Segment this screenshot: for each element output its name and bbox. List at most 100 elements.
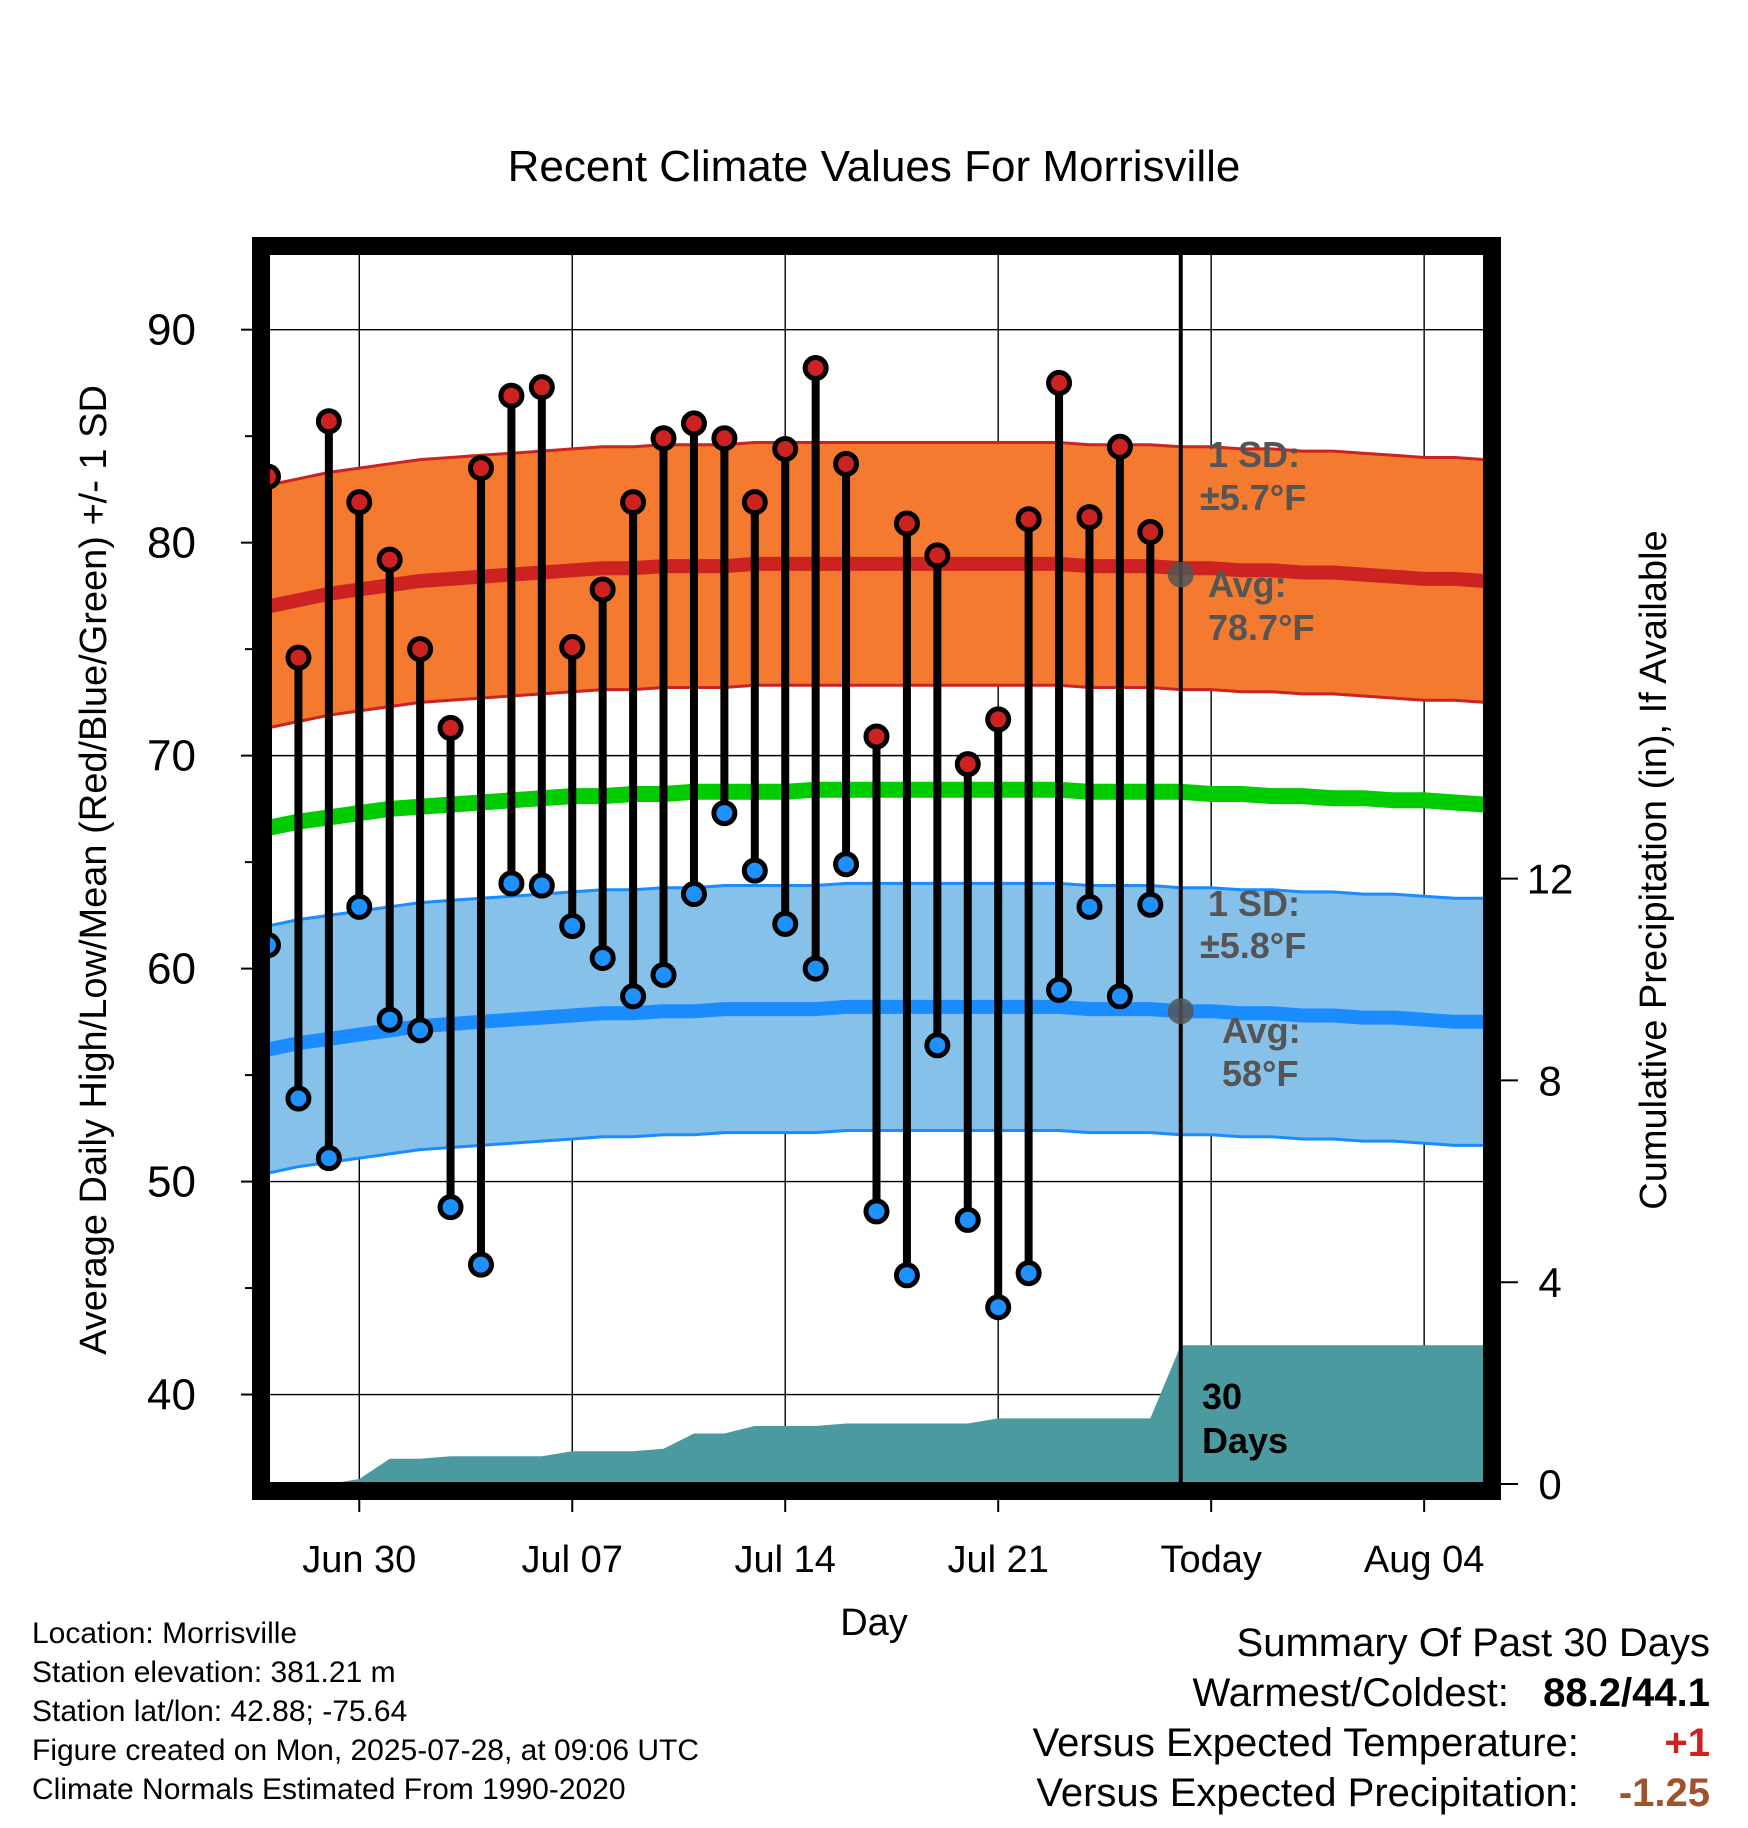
y-axis-label: Average Daily High/Low/Mean (Red/Blue/Gr… bbox=[73, 385, 115, 1355]
daily-low-point bbox=[924, 1032, 951, 1059]
normals-text: Climate Normals Estimated From 1990-2020 bbox=[32, 1773, 626, 1806]
y-tick-label: 50 bbox=[147, 1158, 196, 1207]
summary-panel: Summary Of Past 30 Days Warmest/Coldest:… bbox=[1033, 1618, 1710, 1818]
y2-tick-label: 4 bbox=[1538, 1259, 1561, 1306]
precip-value: -1.25 bbox=[1618, 1771, 1710, 1815]
daily-high-point bbox=[467, 455, 494, 482]
low-sd-title: 1 SD: bbox=[1208, 883, 1300, 924]
daily-high-point bbox=[1106, 433, 1133, 460]
y-tick-label: 40 bbox=[147, 1371, 196, 1420]
daily-low-point bbox=[285, 1085, 312, 1112]
summary-warm-cold: Warmest/Coldest: 88.2/44.1 bbox=[1033, 1668, 1711, 1718]
y2-tick-label: 0 bbox=[1538, 1461, 1561, 1508]
daily-low-point bbox=[467, 1251, 494, 1278]
axes: 40 50 60 70 80 90 0 4 8 12 Jun 30 Jul 07 Jul 14 Jul 2… bbox=[147, 237, 1574, 1581]
daily-high-point bbox=[863, 723, 890, 750]
chart-title: Recent Climate Values For Morrisville bbox=[508, 142, 1241, 191]
daily-low-point bbox=[376, 1006, 403, 1033]
daily-low-point bbox=[985, 1294, 1012, 1321]
daily-high-point bbox=[1046, 369, 1073, 396]
high-sd-upper bbox=[267, 441, 1486, 487]
daily-low-point bbox=[346, 893, 373, 920]
daily-low-point bbox=[407, 1017, 434, 1044]
daily-high-point bbox=[437, 714, 464, 741]
daily-low-point bbox=[711, 800, 738, 827]
window-unit: Days bbox=[1202, 1420, 1288, 1461]
daily-low-point bbox=[893, 1262, 920, 1289]
daily-low-point bbox=[589, 944, 616, 971]
x-tick-label: Aug 04 bbox=[1364, 1539, 1484, 1581]
daily-low-point bbox=[437, 1194, 464, 1221]
high-avg-title: Avg: bbox=[1208, 564, 1287, 605]
daily-high-point bbox=[711, 425, 738, 452]
daily-high-point bbox=[528, 374, 555, 401]
daily-high-point bbox=[954, 751, 981, 778]
station-info: Location: Morrisville Station elevation:… bbox=[32, 1614, 699, 1809]
daily-high-point bbox=[589, 576, 616, 603]
precip-label: Versus Expected Precipitation: bbox=[1036, 1771, 1579, 1815]
daily-high-point bbox=[315, 408, 342, 435]
daily-low-point bbox=[528, 872, 555, 899]
summary-temp: Versus Expected Temperature: +1 bbox=[1033, 1718, 1710, 1768]
daily-high-point bbox=[559, 634, 586, 661]
y-tick-label: 70 bbox=[147, 732, 196, 781]
daily-high-point bbox=[802, 355, 829, 382]
daily-low-point bbox=[650, 961, 677, 988]
daily-high-point bbox=[650, 425, 677, 452]
today-low-avg-marker bbox=[1167, 998, 1194, 1025]
daily-high-point bbox=[1137, 518, 1164, 545]
daily-low-point bbox=[1015, 1260, 1042, 1287]
daily-high-point bbox=[498, 382, 525, 409]
summary-precip: Versus Expected Precipitation: -1.25 bbox=[1033, 1768, 1710, 1818]
x-tick-label: Jul 14 bbox=[735, 1539, 836, 1581]
low-avg-value: 58°F bbox=[1222, 1053, 1298, 1094]
daily-low-point bbox=[741, 857, 768, 884]
daily-low-point bbox=[802, 955, 829, 982]
y2-tick-label: 8 bbox=[1538, 1057, 1561, 1104]
high-average-line bbox=[266, 556, 1486, 614]
low-avg-title: Avg: bbox=[1222, 1010, 1301, 1051]
daily-low-point bbox=[620, 983, 647, 1010]
daily-high-point bbox=[376, 546, 403, 573]
warm-cold-value: 88.2/44.1 bbox=[1543, 1671, 1710, 1715]
daily-low-point bbox=[498, 870, 525, 897]
high-sd-title: 1 SD: bbox=[1208, 434, 1300, 475]
daily-high-point bbox=[407, 636, 434, 663]
daily-high-point bbox=[680, 410, 707, 437]
daily-high-point bbox=[893, 510, 920, 537]
created-text: Figure created on Mon, 2025-07-28, at 09… bbox=[32, 1734, 700, 1767]
daily-low-point bbox=[1076, 893, 1103, 920]
y-tick-label: 80 bbox=[147, 519, 196, 568]
window-count: 30 bbox=[1202, 1376, 1242, 1417]
daily-low-point bbox=[833, 851, 860, 878]
daily-high-point bbox=[1076, 504, 1103, 531]
y2-tick-label: 12 bbox=[1527, 856, 1574, 903]
daily-high-point bbox=[285, 644, 312, 671]
x-tick-label: Jul 07 bbox=[522, 1539, 623, 1581]
elevation-text: Station elevation: 381.21 m bbox=[32, 1656, 396, 1689]
today-high-avg-marker bbox=[1167, 561, 1194, 588]
daily-low-point bbox=[863, 1198, 890, 1225]
daily-low-point bbox=[559, 913, 586, 940]
daily-high-point bbox=[346, 489, 373, 516]
high-sd-lower bbox=[267, 683, 1486, 730]
plot-frame bbox=[252, 237, 1501, 1500]
high-avg-value: 78.7°F bbox=[1208, 607, 1314, 648]
daily-low-point bbox=[1137, 891, 1164, 918]
daily-low-point bbox=[1046, 976, 1073, 1003]
daily-high-point bbox=[985, 706, 1012, 733]
daily-high-point bbox=[924, 542, 951, 569]
x-tick-label: Jul 21 bbox=[947, 1539, 1048, 1581]
latlon-text: Station lat/lon: 42.88; -75.64 bbox=[32, 1695, 408, 1728]
daily-low-point bbox=[772, 910, 799, 937]
precip-area bbox=[268, 1345, 1485, 1484]
daily-low-point bbox=[315, 1145, 342, 1172]
high-sd-value: ±5.7°F bbox=[1200, 477, 1306, 518]
location-text: Location: Morrisville bbox=[32, 1617, 298, 1650]
x-tick-label: Jun 30 bbox=[302, 1539, 416, 1581]
x-axis-label: Day bbox=[840, 1602, 908, 1644]
summary-heading: Summary Of Past 30 Days bbox=[1236, 1621, 1710, 1665]
daily-high-point bbox=[1015, 506, 1042, 533]
y2-axis-label: Cumulative Precipitation (in), If Availa… bbox=[1633, 530, 1675, 1209]
